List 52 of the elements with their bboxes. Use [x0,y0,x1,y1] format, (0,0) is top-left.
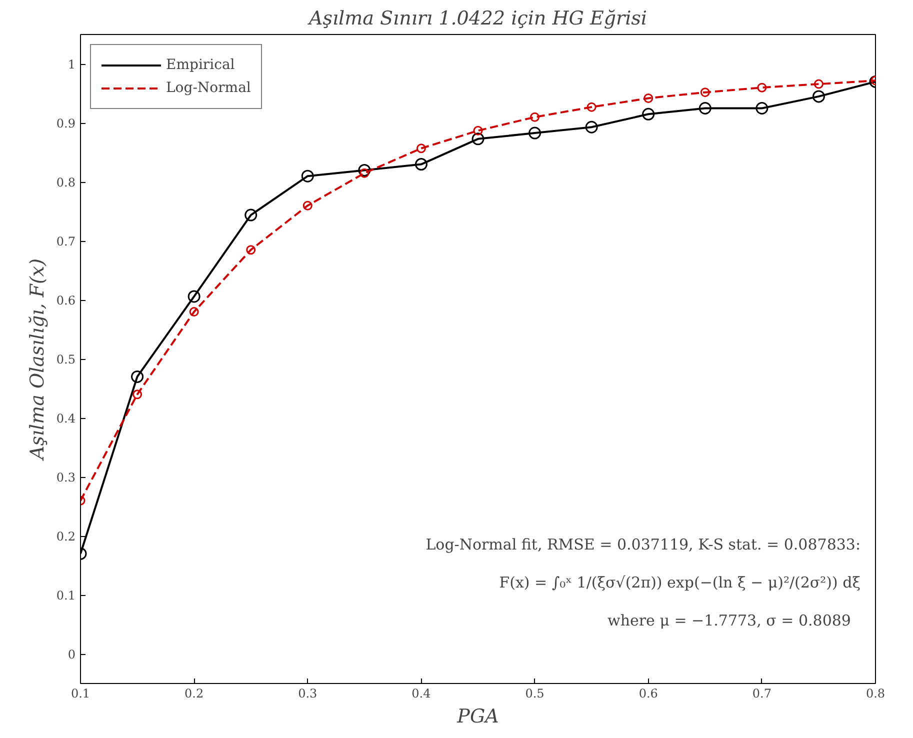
point [131,370,144,383]
point [585,120,598,134]
point [246,245,256,255]
y-tick-label: 0.5 [56,352,76,366]
point [756,102,768,114]
point [700,88,710,98]
annotation: Log-Normal fit, RMSE = 0.037119, K-S stat. = 0.087833: [426,536,861,554]
y-tick-label: 0.7 [56,234,76,248]
point [644,93,654,103]
point [698,102,712,114]
legend-label: Log-Normal [166,80,251,96]
point [358,164,371,176]
x-axis-title: PGA [456,706,499,728]
y-tick-label: 0.8 [56,176,76,190]
point [414,158,428,171]
point [301,170,314,182]
x-tick-label: 0.4 [412,686,432,700]
point [416,144,426,154]
point [473,126,483,136]
annotation: where μ = −1.7773, σ = 0.8089 [608,612,851,630]
y-tick-label: 0.1 [56,588,76,602]
point [814,79,824,89]
x-tick-label: 0.6 [638,686,658,700]
x-tick-label: 0.3 [298,686,318,700]
point [530,112,540,122]
annotation: F(x) = ∫₀ˣ 1/(ξσ√(2π)) exp(−(ln ξ − μ)²/(2σ²)) dξ [499,574,861,592]
point [472,132,484,146]
point [757,82,767,92]
point [360,168,370,178]
x-tick-label: 0.8 [866,686,886,700]
point [188,290,200,303]
legend-label: Empirical [166,57,235,73]
y-tick-label: 0.2 [56,530,76,544]
x-tick-label: 0.7 [752,686,772,700]
y-tick-label: 0.3 [56,470,76,484]
point [586,102,596,112]
y-tick-label: 0.9 [56,116,76,130]
y-tick-label: 0.4 [56,412,76,426]
point [132,390,142,400]
y-axis-title: Aşılma Olasılığı, F(x) [26,258,48,462]
y-tick-label: 0 [68,648,76,662]
y-tick-label: 1 [68,58,76,72]
point [642,108,655,120]
point [302,200,312,210]
point [189,307,199,317]
point [528,126,542,140]
point [244,208,258,222]
y-tick-label: 0.6 [56,294,76,308]
x-tick-label: 0.5 [525,686,544,700]
chart-title: Aşılma Sınırı 1.0422 için HG Eğrisi [306,8,648,30]
point [812,90,825,103]
x-tick-label: 0.2 [184,686,204,700]
